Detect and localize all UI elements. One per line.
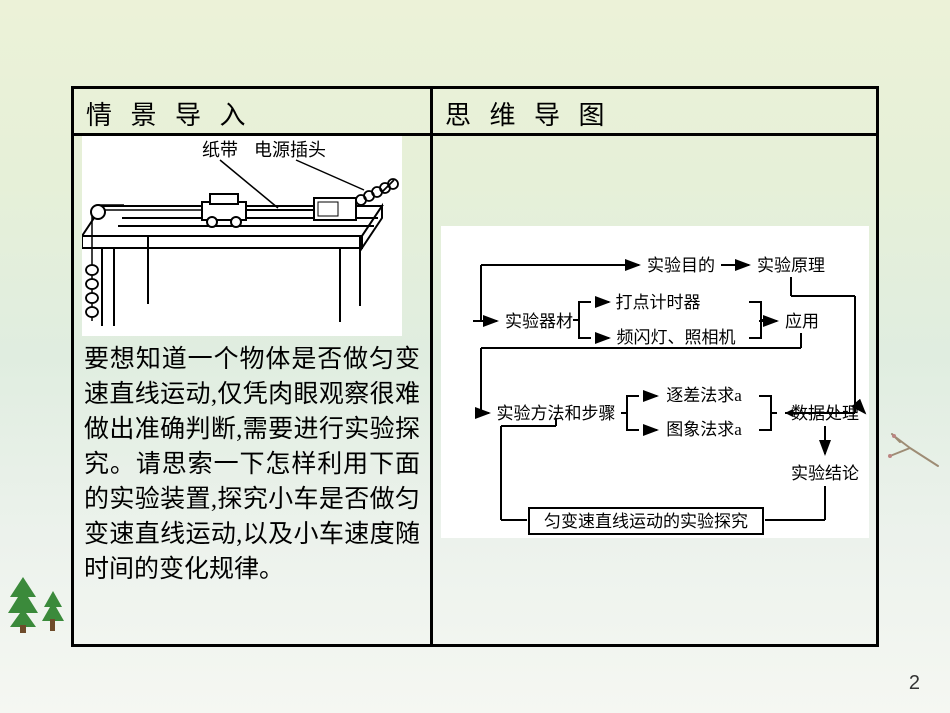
left-panel: 纸带电源插头 要想知道一个物体是否做匀变速直线运动,仅凭肉眼观察很难做出准确判断… bbox=[74, 136, 433, 644]
svg-text:电源插头: 电源插头 bbox=[254, 140, 326, 160]
header-left: 情 景 导 入 bbox=[74, 89, 433, 133]
svg-text:数据处理: 数据处理 bbox=[791, 404, 859, 423]
svg-text:打点计时器: 打点计时器 bbox=[616, 293, 701, 312]
svg-text:匀变速直线运动的实验探究: 匀变速直线运动的实验探究 bbox=[544, 512, 748, 531]
svg-text:实验方法和步骤: 实验方法和步骤 bbox=[497, 404, 616, 423]
header-right: 思 维 导 图 bbox=[433, 89, 876, 133]
intro-paragraph: 要想知道一个物体是否做匀变速直线运动,仅凭肉眼观察很难做出准确判断,需要进行实验… bbox=[82, 342, 422, 587]
svg-text:频闪灯、照相机: 频闪灯、照相机 bbox=[617, 328, 736, 347]
svg-text:实验结论: 实验结论 bbox=[791, 464, 859, 483]
svg-text:纸带: 纸带 bbox=[202, 140, 238, 160]
svg-text:应用: 应用 bbox=[785, 312, 819, 331]
page-number: 2 bbox=[909, 672, 920, 695]
right-panel: 实验目的 实验原理实验器材 打点计时器频闪灯、照相机 应用实验方法和步骤 逐差法求a 图象… bbox=[433, 136, 876, 644]
svg-text:实验目的: 实验目的 bbox=[647, 256, 715, 275]
apparatus-diagram: 纸带电源插头 bbox=[82, 136, 402, 336]
svg-text:实验器材: 实验器材 bbox=[505, 312, 573, 331]
svg-text:逐差法求a: 逐差法求a bbox=[666, 386, 742, 405]
svg-text:实验原理: 实验原理 bbox=[757, 256, 825, 275]
decor-tree bbox=[8, 577, 38, 633]
main-table: 情 景 导 入 思 维 导 图 纸带电源插头 要想知道一个物体是否做匀变速直线运… bbox=[71, 86, 879, 647]
decor-branch bbox=[880, 430, 940, 470]
decor-tree bbox=[42, 591, 64, 633]
svg-text:图象法求a: 图象法求a bbox=[666, 420, 742, 439]
mindmap-diagram: 实验目的 实验原理实验器材 打点计时器频闪灯、照相机 应用实验方法和步骤 逐差法求a 图象… bbox=[441, 226, 869, 538]
